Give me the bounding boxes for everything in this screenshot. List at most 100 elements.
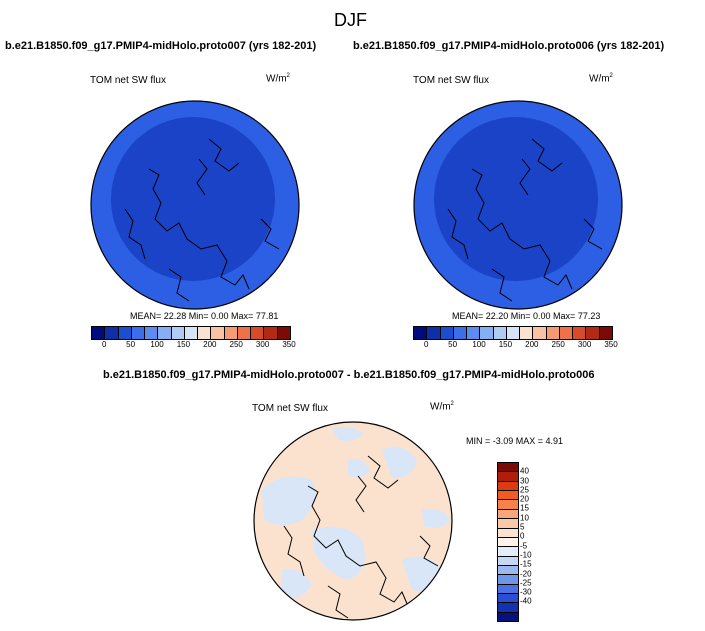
diff-units-label: W/m2	[430, 401, 454, 413]
colorbar-tick-label: 25	[520, 485, 529, 495]
colorbar-swatch	[498, 500, 518, 510]
colorbar-swatch	[118, 327, 132, 339]
colorbar-swatch	[480, 327, 494, 339]
diff-stats: MIN = -3.09 MAX = 4.91	[466, 436, 564, 446]
colorbar-swatch	[599, 327, 612, 339]
colorbar-swatch	[237, 327, 252, 339]
colorbar-swatch	[520, 327, 534, 339]
colorbar-tick-label: 100	[472, 340, 486, 349]
panel-2-polar-map	[413, 100, 623, 310]
colorbar-swatch	[105, 327, 119, 339]
colorbar-tick-label: -20	[520, 569, 532, 579]
panel-1-inner-field	[111, 117, 275, 281]
panel-2-inner-field	[434, 117, 598, 281]
colorbar-tick-label: 350	[282, 340, 296, 349]
colorbar-swatch	[498, 594, 518, 604]
colorbar-tick-label: 150	[176, 340, 191, 349]
colorbar-swatch	[498, 612, 518, 622]
colorbar-tick-label: 5	[520, 522, 525, 532]
colorbar-swatch	[586, 327, 600, 339]
page-title: DJF	[334, 10, 367, 30]
panel-1-units-label: W/m2	[266, 73, 290, 85]
colorbar-swatch	[498, 603, 518, 613]
panel-1-variable-label: TOM net SW flux	[90, 75, 166, 86]
colorbar-swatch	[453, 327, 468, 339]
colorbar-tick-label: -5	[520, 541, 528, 551]
colorbar-swatch	[92, 327, 106, 339]
colorbar-swatch	[498, 472, 518, 482]
colorbar-tick-label: -30	[520, 587, 532, 597]
panel-1-stats: MEAN= 22.28 Min= 0.00 Max= 77.81	[130, 311, 279, 321]
colorbar-swatch	[277, 327, 290, 339]
colorbar-swatch	[498, 537, 518, 548]
colorbar-swatch	[131, 327, 146, 339]
colorbar-swatch	[224, 327, 238, 339]
colorbar-tick-label: 10	[520, 513, 529, 523]
diff-negative-patches	[262, 426, 450, 599]
colorbar-swatch	[211, 327, 225, 339]
colorbar-tick-label: -40	[520, 596, 532, 606]
panel-1-case-title: b.e21.B1850.f09_g17.PMIP4-midHolo.proto0…	[5, 40, 317, 52]
colorbar-tick-label: 0	[423, 340, 429, 349]
colorbar-swatch	[498, 556, 518, 566]
colorbar-swatch	[427, 327, 441, 339]
colorbar-swatch	[498, 528, 518, 538]
diff-colorbar-ticks: 40 30 25 20 15 10 5 0 -5 -10 -15 -20 -25 -30 -40	[520, 462, 550, 620]
colorbar-tick-label: 300	[255, 340, 270, 349]
colorbar-tick-label: 300	[577, 340, 592, 349]
colorbar-swatch	[533, 327, 547, 339]
colorbar-tick-label: 40	[520, 466, 529, 476]
colorbar-swatch	[498, 584, 518, 595]
colorbar-swatch	[264, 327, 278, 339]
colorbar-swatch	[158, 327, 172, 339]
colorbar-swatch	[467, 327, 481, 339]
diff-coastline	[283, 455, 439, 619]
panel-1-coastline	[124, 138, 280, 302]
colorbar-tick-label: 100	[150, 340, 164, 349]
colorbar-swatch	[506, 327, 521, 339]
colorbar-swatch	[498, 491, 518, 501]
colorbar-swatch	[440, 327, 454, 339]
colorbar-swatch	[171, 327, 185, 339]
colorbar-swatch	[414, 327, 428, 339]
colorbar-swatch	[498, 565, 518, 576]
colorbar-swatch	[251, 327, 265, 339]
colorbar-swatch	[559, 327, 574, 339]
colorbar-tick-label: -25	[520, 578, 532, 588]
colorbar-tick-label: 0	[101, 340, 107, 349]
colorbar-tick-label: -10	[520, 550, 532, 560]
panel-1-colorbar-ticks: 0 50 100 150 200 250 300 350	[91, 340, 296, 352]
colorbar-swatch	[498, 509, 518, 520]
colorbar-tick-label: 30	[520, 476, 529, 486]
colorbar-swatch	[198, 327, 212, 339]
colorbar-tick-label: 50	[448, 340, 458, 349]
panel-1-polar-map	[90, 100, 300, 310]
colorbar-tick-label: 250	[229, 340, 243, 349]
colorbar-tick-label: -15	[520, 559, 532, 569]
colorbar-tick-label: 350	[604, 340, 618, 349]
panel-2-stats: MEAN= 22.20 Min= 0.00 Max= 77.23	[452, 311, 601, 321]
panel-2-variable-label: TOM net SW flux	[413, 75, 489, 86]
colorbar-tick-label: 15	[520, 503, 529, 513]
colorbar-swatch	[546, 327, 560, 339]
diff-variable-label: TOM net SW flux	[252, 403, 328, 414]
colorbar-tick-label: 50	[126, 340, 136, 349]
colorbar-swatch	[498, 575, 518, 585]
panel-2-units-label: W/m2	[589, 73, 613, 85]
panel-2-colorbar-ticks: 0 50 100 150 200 250 300 350	[413, 340, 618, 352]
diff-title: b.e21.B1850.f09_g17.PMIP4-midHolo.proto0…	[103, 369, 595, 381]
colorbar-swatch	[145, 327, 159, 339]
panel-2-coastline	[447, 138, 603, 302]
colorbar-tick-label: 250	[551, 340, 565, 349]
colorbar-swatch	[184, 327, 199, 339]
colorbar-tick-label: 200	[525, 340, 539, 349]
colorbar-swatch	[498, 463, 518, 473]
colorbar-swatch	[498, 519, 518, 529]
panel-2-case-title: b.e21.B1850.f09_g17.PMIP4-midHolo.proto0…	[353, 40, 665, 52]
colorbar-swatch	[498, 547, 518, 557]
diff-polar-map	[253, 421, 453, 621]
colorbar-swatch	[498, 481, 518, 492]
panel-1-colorbar	[91, 326, 291, 340]
colorbar-tick-label: 200	[203, 340, 217, 349]
diff-colorbar	[497, 462, 519, 622]
